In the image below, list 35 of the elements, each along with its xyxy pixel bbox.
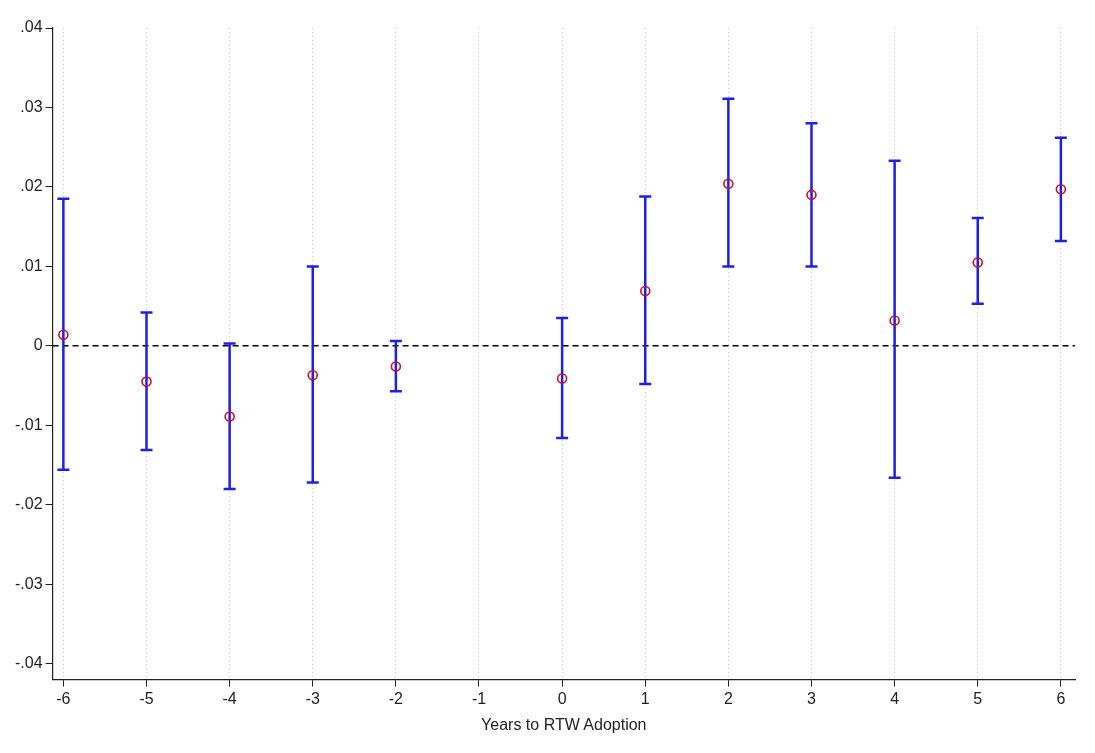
x-tick-label: -2	[388, 689, 404, 707]
x-tick-label: 1	[640, 689, 650, 707]
point	[889, 315, 900, 326]
point	[806, 189, 817, 201]
x-tick-label: 4	[890, 689, 900, 707]
point	[307, 369, 319, 381]
point	[556, 373, 568, 384]
x-axis-title: Years to RTW Adoption	[481, 715, 647, 733]
point	[1055, 184, 1067, 195]
x-tick-label: -3	[305, 689, 320, 707]
x-tick-label: -5	[139, 689, 154, 707]
y-tick-label: .03	[20, 97, 43, 115]
point	[639, 285, 651, 297]
y-tick-label: -.01	[14, 415, 43, 433]
point	[58, 329, 69, 341]
y-tick-label: -.02	[14, 495, 43, 513]
x-tick-label: 6	[1056, 689, 1066, 707]
point	[723, 178, 734, 190]
point	[224, 411, 235, 422]
y-tick-label: 0	[33, 336, 43, 354]
y-tick-label: -.04	[14, 654, 43, 672]
x-tick-label: 0	[557, 689, 567, 707]
y-tick-label: .01	[20, 256, 43, 274]
x-tick-label: -4	[222, 689, 237, 707]
point	[141, 376, 152, 387]
x-tick-label: 5	[973, 689, 983, 707]
y-tick-label: .02	[20, 177, 43, 195]
x-tick-label: -1	[471, 689, 487, 707]
point	[972, 257, 984, 268]
x-tick-label: 3	[807, 689, 817, 707]
y-tick-label: .04	[20, 18, 43, 36]
point	[390, 361, 402, 372]
x-tick-label: -6	[56, 689, 71, 707]
y-tick-label: -.03	[14, 574, 43, 592]
x-tick-label: 2	[723, 689, 733, 707]
